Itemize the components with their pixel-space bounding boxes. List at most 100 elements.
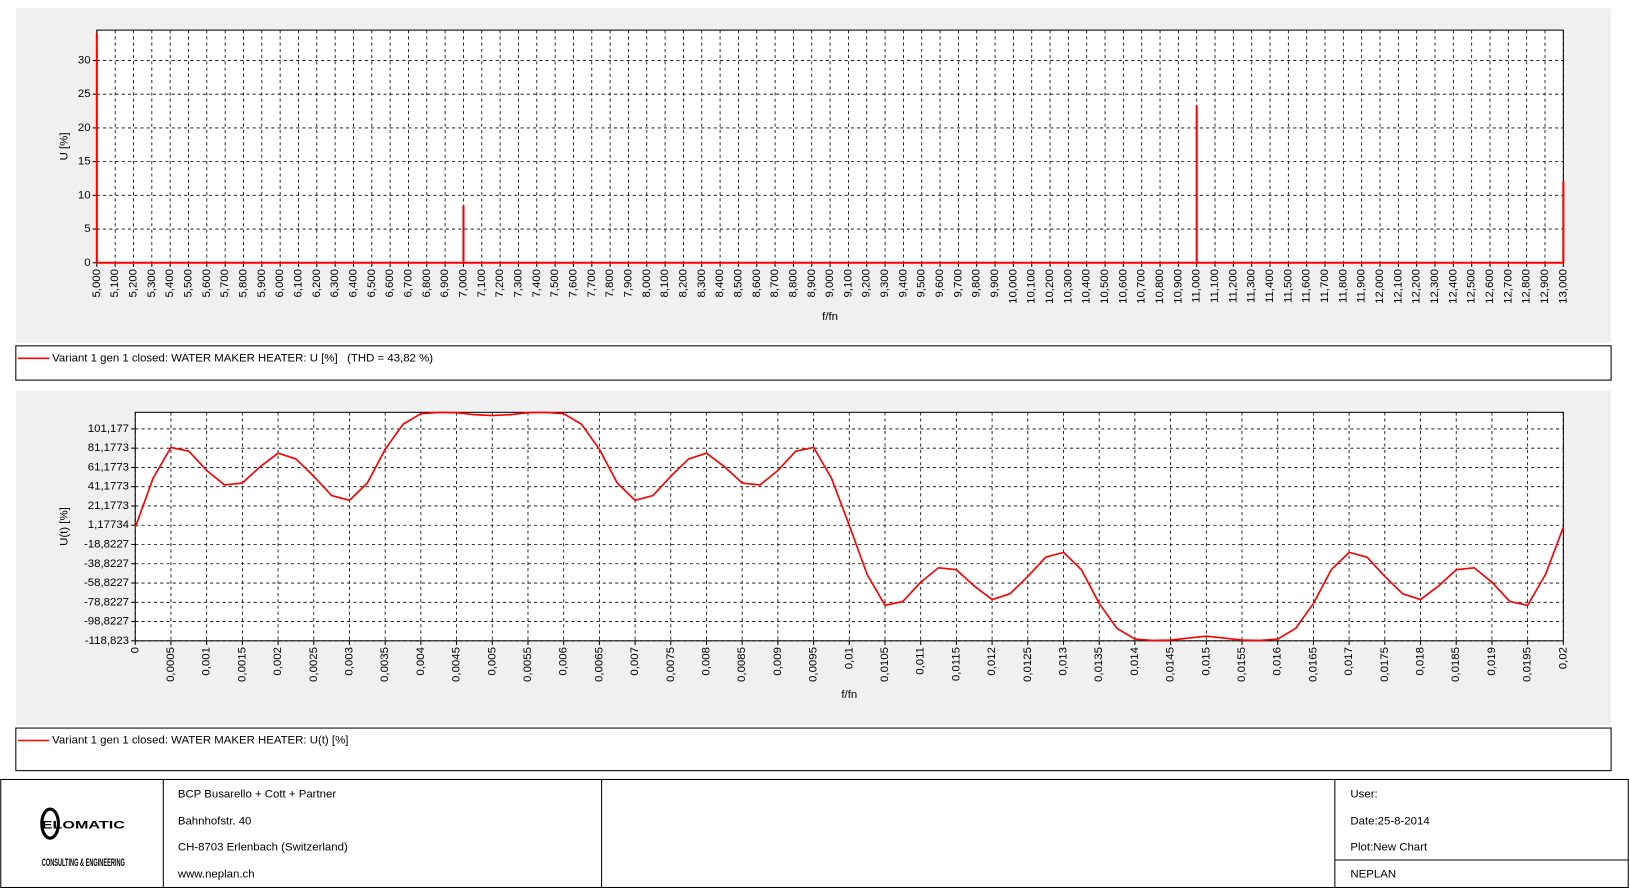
x-tick-label: 5,400 <box>164 269 176 298</box>
x-tick-label: 0,017 <box>1343 647 1355 676</box>
y-tick-label: 0 <box>84 257 90 269</box>
y-tick-label: 101,177 <box>88 423 129 435</box>
x-tick-label: 0,012 <box>986 647 998 676</box>
x-tick-label: 9,800 <box>971 269 983 298</box>
legend-label: Variant 1 gen 1 closed: WATER MAKER HEAT… <box>52 735 348 747</box>
y-axis-label: U [%] <box>59 132 71 160</box>
x-tick-label: 8,600 <box>751 269 763 298</box>
x-tick-label: 0,0115 <box>950 647 962 681</box>
x-tick-label: 0,007 <box>629 647 641 676</box>
x-tick-label: 10,600 <box>1117 269 1129 304</box>
x-tick-label: 5,500 <box>183 269 195 298</box>
x-tick-label: 11,900 <box>1356 269 1368 303</box>
x-tick-label: 0,005 <box>486 647 498 676</box>
x-tick-label: 8,700 <box>769 269 781 298</box>
x-tick-label: 0,0055 <box>522 647 534 682</box>
x-tick-label: 6,000 <box>274 269 286 298</box>
x-tick-label: 0,013 <box>1058 647 1070 676</box>
x-tick-label: 6,500 <box>366 269 378 298</box>
x-axis-label: f/fn <box>822 311 838 323</box>
info-line: Plot:New Chart <box>1350 842 1428 854</box>
x-tick-label: 10,300 <box>1062 269 1074 304</box>
chart-1: 5,000 5,100 5,200 5,300 5,400 5,500 5,600 5,700… <box>17 29 1569 364</box>
logo-tagline: CONSULTING & ENGINEERING <box>42 857 125 869</box>
x-tick-label: 12,100 <box>1392 269 1404 304</box>
x-tick-label: 12,800 <box>1521 269 1533 304</box>
y-tick-label: 20 <box>78 122 91 134</box>
y-tick-label: 61,1773 <box>88 461 129 473</box>
x-tick-label: 0,0065 <box>593 647 605 682</box>
x-tick-label: 8,000 <box>641 269 653 298</box>
x-tick-label: 10,000 <box>1007 269 1019 304</box>
y-tick-label: 25 <box>78 88 91 100</box>
x-tick-label: 9,100 <box>842 269 854 298</box>
x-tick-label: 11,800 <box>1337 269 1349 303</box>
y-tick-label: 1,17734 <box>88 519 130 531</box>
x-tick-label: 0,0175 <box>1379 647 1391 682</box>
x-tick-label: 12,600 <box>1484 269 1496 304</box>
info-line: NEPLAN <box>1350 869 1396 881</box>
x-tick-label: 12,700 <box>1502 269 1514 304</box>
x-tick-label: 7,800 <box>604 269 616 298</box>
y-tick-label: -98,8227 <box>84 616 129 628</box>
x-tick-label: 5,200 <box>128 269 140 298</box>
x-tick-label: 10,800 <box>1154 269 1166 304</box>
x-tick-label: 0,016 <box>1272 647 1284 676</box>
x-tick-label: 12,200 <box>1411 269 1423 304</box>
x-tick-label: 6,900 <box>439 269 451 298</box>
x-tick-label: 0,002 <box>272 647 284 676</box>
x-tick-label: 5,600 <box>201 269 213 298</box>
logo-name: ELOMATIC <box>42 820 125 832</box>
y-tick-label: 41,1773 <box>88 481 129 493</box>
x-tick-label: 10,100 <box>1026 269 1038 304</box>
x-tick-label: 0,018 <box>1415 647 1427 676</box>
y-tick-label: 30 <box>78 54 91 66</box>
x-tick-label: 5,800 <box>237 269 249 298</box>
x-tick-label: 0,0045 <box>451 647 463 682</box>
company-line: Bahnhofstr. 40 <box>178 816 252 828</box>
x-tick-label: 0,015 <box>1200 647 1212 676</box>
x-tick-label: 8,300 <box>696 269 708 298</box>
x-tick-label: 0,001 <box>201 647 213 676</box>
y-tick-label: -18,8227 <box>84 539 129 551</box>
x-tick-label: 12,000 <box>1374 269 1386 304</box>
x-tick-label: 9,200 <box>861 269 873 298</box>
chart-2: 0 0,0005 0,001 0,0015 0,002 0,0025 0,003 0,0035… <box>17 411 1569 747</box>
x-tick-label: 5,300 <box>146 269 158 298</box>
x-tick-label: 0,009 <box>772 647 784 676</box>
x-tick-label: 11,000 <box>1191 269 1203 303</box>
x-tick-label: 7,600 <box>567 269 579 298</box>
x-tick-label: 9,400 <box>897 269 909 298</box>
footer: ELOMATIC CONSULTING & ENGINEERING BCP Bu… <box>0 778 1629 888</box>
x-tick-label: 13,000 <box>1557 269 1569 304</box>
x-tick-label: 0,0095 <box>808 647 820 682</box>
y-tick-label: -38,8227 <box>84 558 129 570</box>
y-tick-label: 15 <box>78 156 91 168</box>
x-tick-label: 6,600 <box>384 269 396 298</box>
x-tick-label: 8,800 <box>787 269 799 298</box>
x-tick-label: 0,0195 <box>1522 647 1534 682</box>
x-tick-label: 0,011 <box>915 647 927 675</box>
x-tick-label: 6,800 <box>421 269 433 298</box>
y-tick-label: 10 <box>78 189 91 201</box>
x-tick-label: 0,0025 <box>308 647 320 682</box>
x-tick-label: 0,019 <box>1486 647 1498 676</box>
x-tick-label: 12,500 <box>1466 269 1478 304</box>
x-tick-label: 0,0105 <box>879 647 891 682</box>
y-tick-label: 5 <box>84 223 90 235</box>
x-tick-label: 10,400 <box>1081 269 1093 304</box>
x-tick-label: 9,500 <box>916 269 928 298</box>
plot-area <box>96 30 1564 263</box>
x-tick-label: 11,100 <box>1209 269 1221 303</box>
x-tick-label: 0,0155 <box>1236 647 1248 682</box>
x-tick-label: 0,0125 <box>1022 647 1034 682</box>
x-tick-label: 8,200 <box>677 269 689 298</box>
y-tick-label: -78,8227 <box>84 596 129 608</box>
x-tick-label: 8,900 <box>806 269 818 298</box>
x-tick-label: 9,300 <box>879 269 891 298</box>
x-tick-label: 0,0135 <box>1093 647 1105 682</box>
x-tick-label: 10,700 <box>1136 269 1148 304</box>
x-tick-label: 5,100 <box>109 269 121 298</box>
footer-frame <box>0 778 1629 888</box>
